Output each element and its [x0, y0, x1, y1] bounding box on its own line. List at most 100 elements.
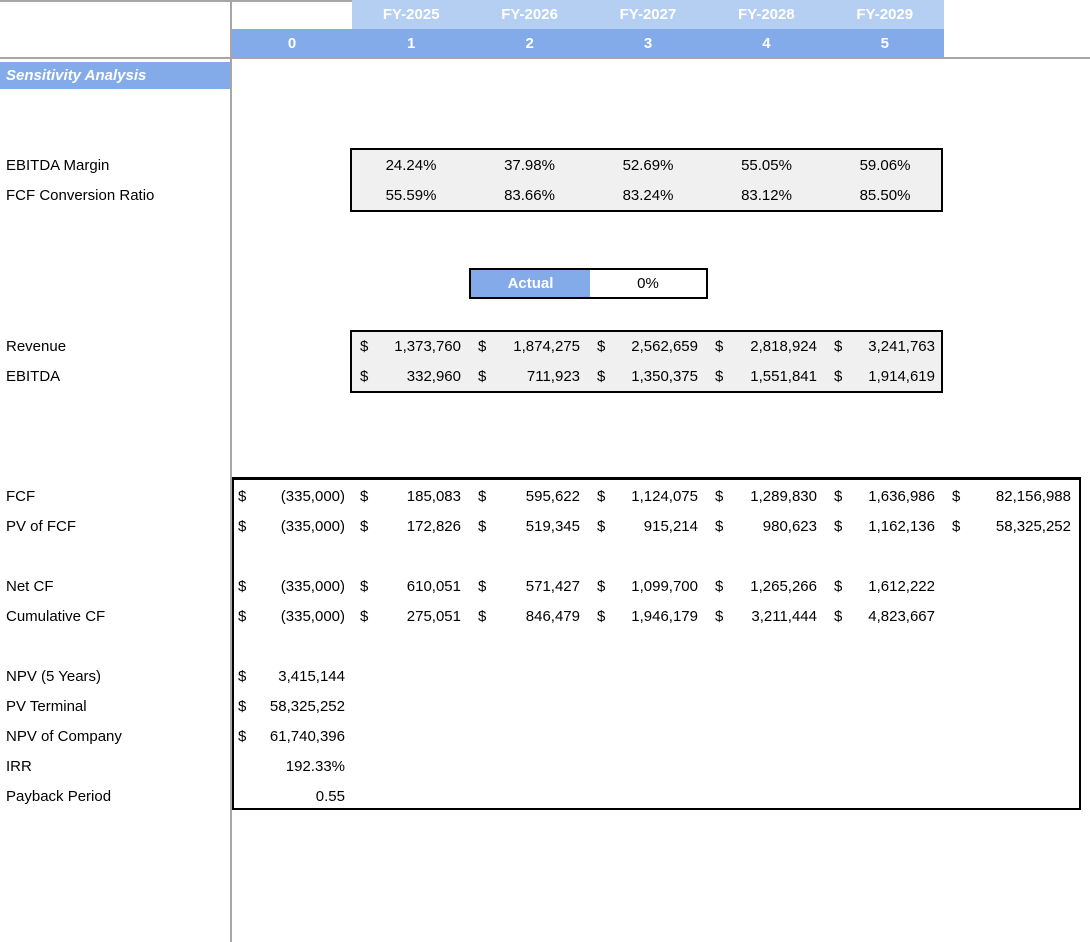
scenario-selected-cell[interactable]: Actual [471, 270, 590, 297]
cumulative-cf-value-cell[interactable]: $3,211,444 [707, 601, 826, 631]
row-label-pv-terminal[interactable]: PV Terminal [6, 697, 87, 715]
fcf-value-cell[interactable]: $ (335,000) [233, 481, 352, 511]
cumulative-cf-value-cell[interactable]: $1,946,179 [589, 601, 707, 631]
ebitda-margin-cell[interactable]: 59.06% [859, 156, 911, 174]
cumulative-cf-value-cell[interactable]: $ (335,000) [233, 601, 352, 631]
cell-amount: 1,373,760 [394, 337, 461, 355]
currency-symbol: $ [238, 607, 247, 625]
cell-amount: 519,345 [525, 517, 580, 535]
npv-5-years-value-cell[interactable]: $3,415,144 [233, 661, 352, 691]
net-cf-value-cell[interactable]: $1,612,222 [826, 571, 944, 601]
row-label-fcf[interactable]: FCF [6, 487, 36, 505]
pv-terminal-value-cell[interactable]: $58,325,252 [233, 691, 352, 721]
net-cf-value-cell[interactable]: $1,265,266 [707, 571, 826, 601]
net-cf-value-cell[interactable]: $ (335,000) [233, 571, 352, 601]
fcf-conversion-cell[interactable]: 55.59% [385, 186, 437, 204]
row-label-ebitda[interactable]: EBITDA [6, 367, 61, 385]
fcf-value-cell[interactable]: $185,083 [352, 481, 470, 511]
fiscal-year-cell[interactable]: FY-2027 [619, 6, 677, 23]
ebitda-margin-cell[interactable]: 52.69% [622, 156, 674, 174]
cell-amount: 3,211,444 [751, 607, 817, 625]
row-label-cumulative-cf[interactable]: Cumulative CF [6, 607, 106, 625]
fcf-value-cell[interactable]: $1,124,075 [589, 481, 707, 511]
ebitda-margin-cell[interactable]: 37.98% [504, 156, 555, 174]
revenue-value-cell[interactable]: $2,818,924 [707, 331, 826, 361]
pv-fcf-value-cell[interactable]: $ (335,000) [233, 511, 352, 541]
row-label-ebitda-margin[interactable]: EBITDA Margin [6, 156, 110, 174]
cumulative-cf-value-cell[interactable]: $275,051 [352, 601, 470, 631]
currency-symbol: $ [597, 607, 606, 625]
period-cell[interactable]: 4 [762, 34, 771, 52]
pv-fcf-value-cell[interactable]: $980,623 [707, 511, 826, 541]
pv-fcf-terminal-value-cell[interactable]: $58,325,252 [944, 511, 1080, 541]
row-label-net-cf[interactable]: Net CF [6, 577, 54, 595]
payback-period-value-cell[interactable]: 0.55 [315, 787, 345, 805]
ebitda-value-cell[interactable]: $1,551,841 [707, 361, 826, 391]
cell-amount: 1,099,700 [631, 577, 698, 595]
pv-fcf-value-cell[interactable]: $172,826 [352, 511, 470, 541]
fiscal-year-cell[interactable]: FY-2025 [382, 6, 440, 23]
ebitda-value-cell[interactable]: $1,350,375 [589, 361, 707, 391]
fcf-terminal-value-cell[interactable]: $82,156,988 [944, 481, 1080, 511]
cumulative-cf-value-cell[interactable]: $4,823,667 [826, 601, 944, 631]
pv-fcf-value-cell[interactable]: $519,345 [470, 511, 589, 541]
fcf-value-cell[interactable]: $1,289,830 [707, 481, 826, 511]
net-cf-value-cell[interactable]: $1,099,700 [589, 571, 707, 601]
cell-amount: 1,612,222 [868, 577, 935, 595]
fcf-value-cell[interactable]: $1,636,986 [826, 481, 944, 511]
period-cell[interactable]: 5 [880, 34, 889, 52]
row-label-fcf-conversion-ratio[interactable]: FCF Conversion Ratio [6, 186, 155, 204]
period-number-row: 0 1 2 3 4 5 [232, 29, 944, 57]
row-label-pv-of-fcf[interactable]: PV of FCF [6, 517, 77, 535]
currency-symbol: $ [597, 577, 606, 595]
period-cell[interactable]: 2 [525, 34, 534, 52]
period-cell[interactable]: 0 [287, 34, 297, 52]
fiscal-year-cell[interactable]: FY-2028 [738, 6, 795, 23]
period-cell[interactable]: 3 [643, 34, 653, 52]
ebitda-value-cell[interactable]: $1,914,619 [826, 361, 944, 391]
row-label-npv-5-years[interactable]: NPV (5 Years) [6, 667, 102, 685]
period-cell[interactable]: 1 [407, 34, 416, 52]
row-label-payback-period[interactable]: Payback Period [6, 787, 112, 805]
row-label-npv-of-company[interactable]: NPV of Company [6, 727, 122, 745]
revenue-value-cell[interactable]: $1,874,275 [470, 331, 589, 361]
ebitda-margin-cell[interactable]: 24.24% [385, 156, 437, 174]
ebitda-value-cell[interactable]: $711,923 [470, 361, 589, 391]
ebitda-value-cell[interactable]: $332,960 [352, 361, 470, 391]
fcf-conversion-cell[interactable]: 83.12% [741, 186, 792, 204]
npv-of-company-value-cell[interactable]: $61,740,396 [233, 721, 352, 751]
irr-value-cell[interactable]: 192.33% [285, 757, 345, 775]
fcf-conversion-cell[interactable]: 85.50% [859, 186, 911, 204]
cell-amount: 1,946,179 [631, 607, 698, 625]
net-cf-value-cell[interactable]: $610,051 [352, 571, 470, 601]
row-label-irr[interactable]: IRR [6, 757, 32, 775]
fcf-conversion-cell[interactable]: 83.24% [622, 186, 674, 204]
fiscal-year-cell[interactable]: FY-2026 [501, 6, 558, 23]
fiscal-year-cell[interactable]: FY-2029 [856, 6, 914, 23]
scenario-adjustment-cell[interactable]: 0% [590, 270, 706, 297]
cell-amount: 2,818,924 [750, 337, 817, 355]
revenue-value-cell[interactable]: $2,562,659 [589, 331, 707, 361]
fcf-conversion-cell[interactable]: 83.66% [504, 186, 555, 204]
cell-amount: 1,874,275 [513, 337, 580, 355]
cashflow-valuation-box [232, 477, 1081, 810]
cumulative-cf-value-cell[interactable]: $846,479 [470, 601, 589, 631]
pv-fcf-value-cell[interactable]: $1,162,136 [826, 511, 944, 541]
currency-symbol: $ [478, 367, 487, 385]
revenue-value-cell[interactable]: $3,241,763 [826, 331, 944, 361]
fiscal-year-header-row: FY-2025 FY-2026 FY-2027 FY-2028 FY-2029 [352, 0, 944, 29]
pv-fcf-value-cell[interactable]: $915,214 [589, 511, 707, 541]
cell-amount: 185,083 [406, 487, 461, 505]
header-bottom-gridline [0, 57, 1090, 59]
cell-amount: 980,623 [762, 517, 817, 535]
cell-amount: 711,923 [526, 367, 580, 385]
section-title-banner[interactable]: Sensitivity Analysis [0, 62, 230, 89]
net-cf-value-cell[interactable]: $571,427 [470, 571, 589, 601]
currency-symbol: $ [715, 607, 724, 625]
revenue-value-cell[interactable]: $1,373,760 [352, 331, 470, 361]
ebitda-margin-cell[interactable]: 55.05% [741, 156, 792, 174]
row-label-revenue[interactable]: Revenue [6, 337, 67, 355]
currency-symbol: $ [834, 577, 843, 595]
fcf-value-cell[interactable]: $595,622 [470, 481, 589, 511]
currency-symbol: $ [715, 367, 724, 385]
